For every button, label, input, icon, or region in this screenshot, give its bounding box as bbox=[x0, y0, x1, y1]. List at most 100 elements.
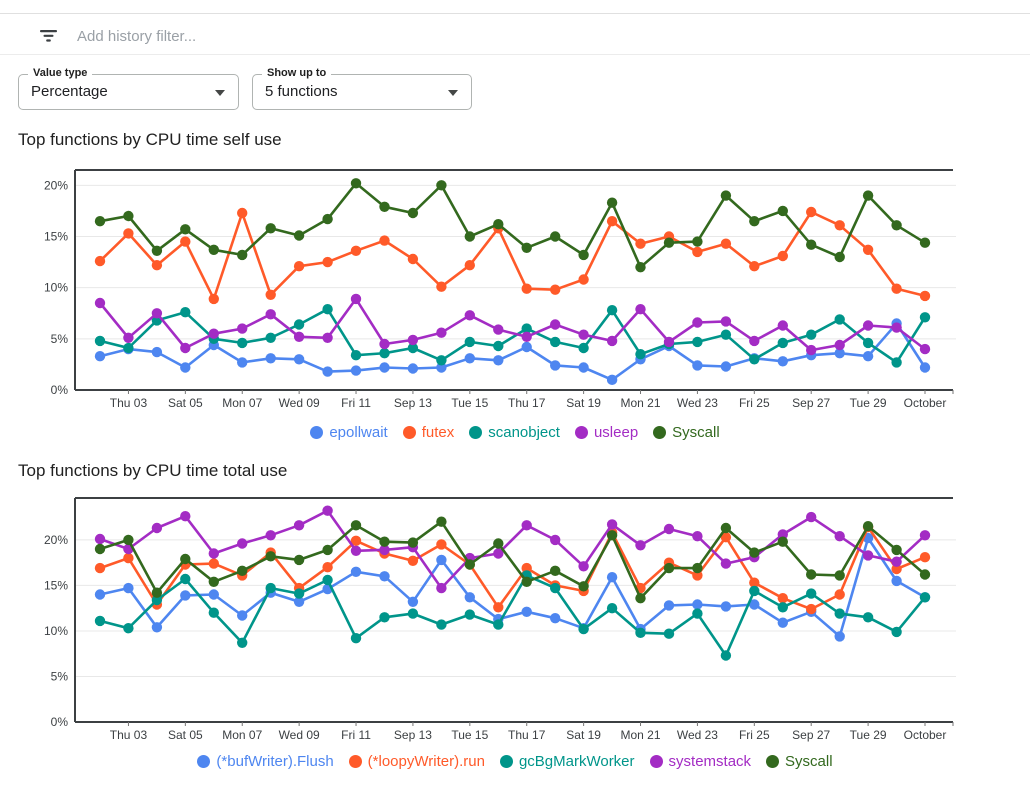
data-point bbox=[834, 608, 845, 619]
cpu-self-use-chart[interactable]: 0% 5% 10% 15% 20% Thu 03 Sat 05 Mon 07 Wed 09 Fri… bbox=[0, 158, 1010, 426]
history-filter-bar bbox=[40, 22, 559, 50]
legend-dot-icon bbox=[310, 425, 324, 439]
svg-text:10%: 10% bbox=[44, 624, 68, 638]
data-point bbox=[180, 573, 191, 585]
data-point bbox=[493, 219, 504, 230]
data-point bbox=[123, 342, 134, 354]
data-point bbox=[663, 628, 675, 639]
data-point bbox=[151, 587, 163, 598]
series-gcBgMarkWorker[interactable] bbox=[94, 570, 931, 661]
value-type-select[interactable]: Value type Percentage bbox=[18, 67, 239, 110]
data-point bbox=[891, 544, 902, 556]
svg-text:Sep 27: Sep 27 bbox=[792, 396, 830, 410]
data-point bbox=[862, 337, 874, 349]
value-type-label: Value type bbox=[28, 67, 93, 79]
series-systemstack[interactable] bbox=[94, 505, 931, 594]
series-scanobject[interactable] bbox=[94, 304, 931, 368]
data-point bbox=[749, 216, 760, 227]
legend-dot-icon bbox=[653, 425, 667, 439]
data-point bbox=[151, 308, 163, 319]
data-point bbox=[919, 552, 931, 563]
data-point bbox=[293, 354, 305, 365]
data-point bbox=[777, 205, 788, 217]
svg-text:5%: 5% bbox=[51, 669, 69, 683]
data-point bbox=[123, 582, 134, 594]
top-divider bbox=[0, 13, 1030, 14]
legend-label: epollwait bbox=[329, 423, 388, 441]
data-point bbox=[606, 530, 618, 541]
data-point bbox=[749, 599, 760, 610]
data-point bbox=[720, 238, 732, 249]
data-point bbox=[606, 572, 618, 583]
data-point bbox=[350, 365, 362, 376]
data-point bbox=[436, 180, 447, 191]
data-point bbox=[237, 249, 248, 261]
cpu-total-use-chart[interactable]: 0% 5% 10% 15% 20% Thu 03 Sat 05 Mon 07 Wed 09 Fri… bbox=[0, 488, 1010, 756]
data-point bbox=[777, 529, 788, 540]
svg-text:15%: 15% bbox=[44, 230, 68, 244]
history-filter-input[interactable] bbox=[75, 26, 559, 46]
data-point bbox=[208, 244, 219, 255]
data-point bbox=[692, 570, 703, 581]
dropdown-arrow-icon bbox=[448, 90, 458, 96]
svg-text:Thu 03: Thu 03 bbox=[110, 728, 148, 742]
series-epollwait[interactable] bbox=[94, 318, 931, 385]
data-point bbox=[94, 216, 106, 227]
data-point bbox=[237, 637, 248, 648]
series-usleep[interactable] bbox=[94, 293, 931, 356]
data-point bbox=[407, 342, 419, 354]
data-point bbox=[777, 602, 788, 613]
svg-text:Sat 19: Sat 19 bbox=[566, 728, 601, 742]
data-point bbox=[436, 619, 447, 630]
data-point bbox=[919, 312, 931, 323]
data-point bbox=[578, 249, 589, 261]
svg-text:October: October bbox=[904, 728, 947, 742]
y-axis-labels: 0% 5% 10% 15% 20% bbox=[44, 533, 68, 729]
data-point bbox=[606, 374, 618, 385]
series-Syscall[interactable] bbox=[94, 516, 931, 604]
data-point bbox=[293, 588, 305, 599]
data-point bbox=[180, 224, 191, 235]
data-point bbox=[749, 577, 760, 588]
svg-text:Tue 15: Tue 15 bbox=[451, 396, 488, 410]
data-point bbox=[180, 342, 191, 354]
data-point bbox=[379, 612, 390, 623]
data-point bbox=[436, 362, 447, 373]
legend-item: (*loopyWriter).run bbox=[348, 753, 485, 770]
legend-item: usleep bbox=[574, 424, 638, 441]
data-point bbox=[834, 251, 845, 263]
series-Syscall[interactable] bbox=[94, 178, 931, 273]
show-up-to-select[interactable]: Show up to 5 functions bbox=[252, 67, 472, 110]
data-point bbox=[635, 627, 646, 638]
data-point bbox=[94, 562, 106, 574]
data-point bbox=[635, 540, 646, 551]
gridlines bbox=[75, 539, 956, 677]
data-point bbox=[521, 331, 532, 342]
data-point bbox=[407, 537, 419, 548]
data-point bbox=[350, 520, 362, 531]
data-point bbox=[862, 521, 874, 532]
data-point bbox=[436, 281, 447, 292]
data-point bbox=[379, 201, 390, 212]
data-point bbox=[606, 305, 618, 316]
legend-label: (*bufWriter).Flush bbox=[216, 752, 334, 770]
data-point bbox=[606, 603, 618, 614]
data-point bbox=[94, 335, 106, 347]
data-point bbox=[635, 262, 646, 273]
legend-label: Syscall bbox=[785, 752, 833, 770]
data-point bbox=[550, 336, 561, 348]
data-point bbox=[692, 531, 703, 542]
series-futex[interactable] bbox=[94, 206, 931, 305]
data-point bbox=[464, 353, 475, 364]
svg-text:Thu 03: Thu 03 bbox=[110, 396, 148, 410]
data-point bbox=[464, 592, 475, 603]
legend-dot-icon bbox=[766, 754, 780, 768]
svg-text:20%: 20% bbox=[44, 178, 68, 192]
data-point bbox=[208, 589, 219, 600]
data-point bbox=[720, 190, 732, 201]
data-point bbox=[919, 343, 931, 355]
data-point bbox=[663, 237, 675, 248]
data-point bbox=[806, 588, 817, 599]
data-point bbox=[322, 574, 333, 586]
data-point bbox=[692, 317, 703, 328]
